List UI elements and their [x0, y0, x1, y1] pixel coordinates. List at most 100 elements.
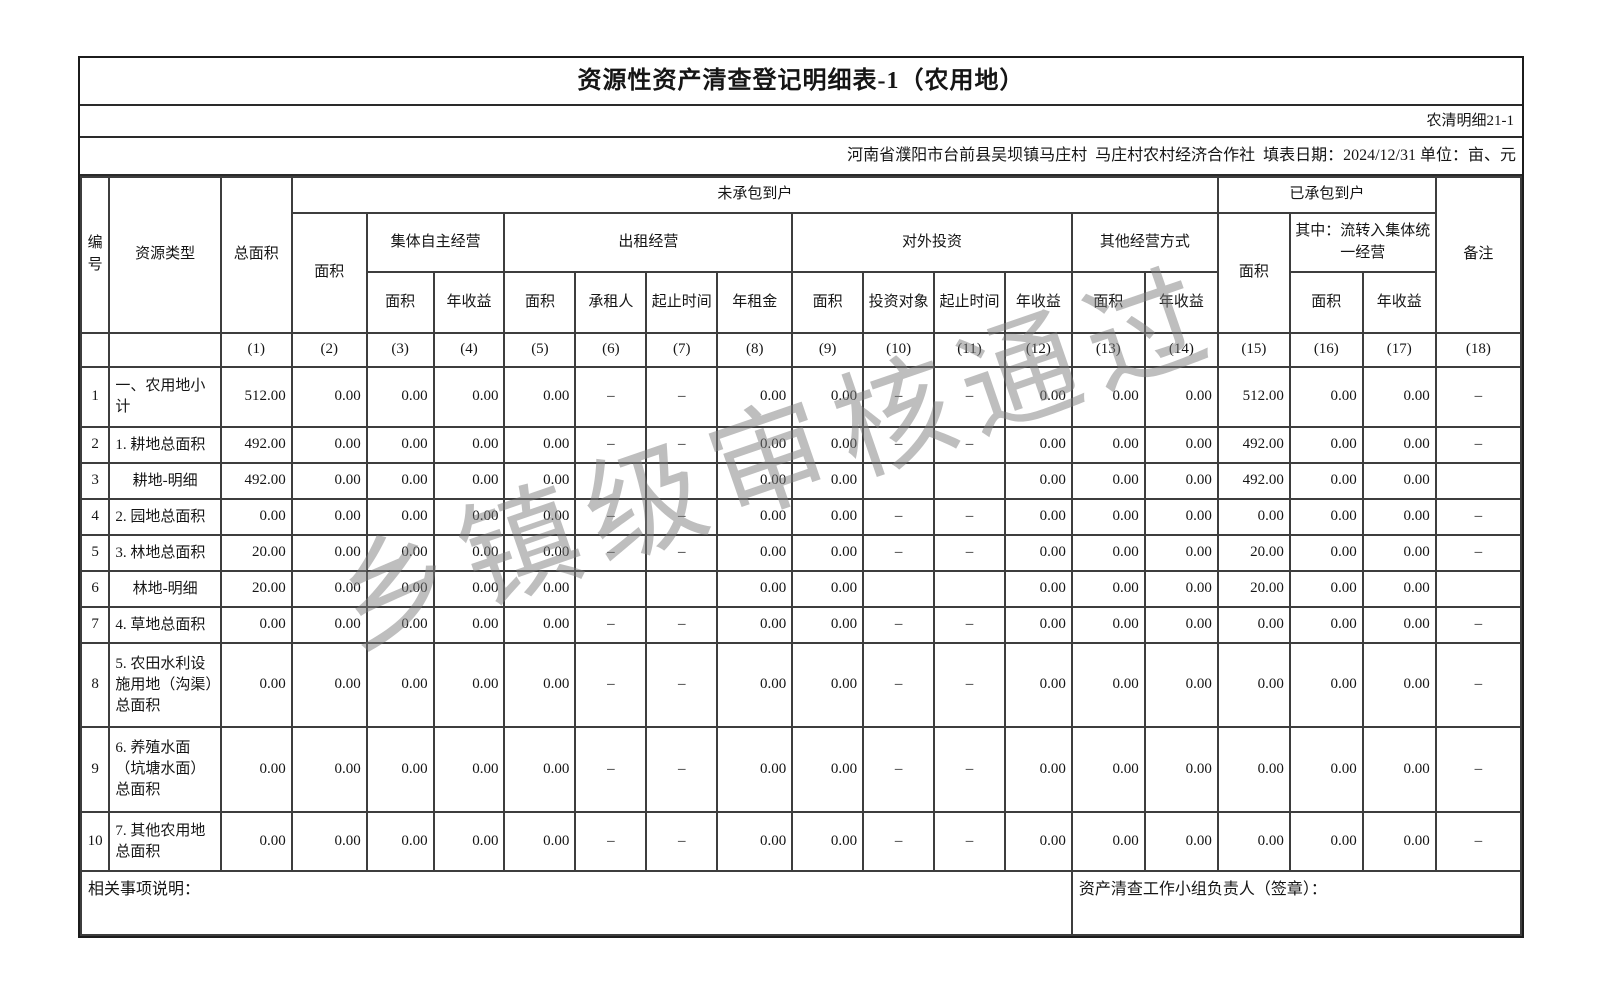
header-col-number: (18) — [1434, 332, 1523, 368]
value-cell: 0.00 — [1070, 498, 1146, 536]
header-col-number: (10) — [862, 332, 936, 368]
value-cell: – — [645, 534, 719, 572]
header-annual-income: 年收益 — [1361, 271, 1437, 334]
value-cell: 0.00 — [432, 498, 506, 536]
value-cell: – — [933, 366, 1006, 428]
value-cell: – — [574, 534, 648, 572]
value-cell: – — [862, 811, 936, 872]
value-cell: – — [862, 642, 936, 728]
value-cell: 0.00 — [1070, 606, 1146, 644]
value-cell: – — [1434, 366, 1523, 428]
value-cell: 0.00 — [1361, 811, 1437, 872]
form-title: 资源性资产清查登记明细表-1（农用地） — [80, 58, 1522, 106]
table-row: 1 一、农用地小计 512.00 0.00 0.00 0.00 0.00– –0.00 0.00… — [79, 366, 1523, 428]
value-cell — [574, 570, 648, 608]
header-col-number: (2) — [290, 332, 368, 368]
value-cell: 0.00 — [1003, 811, 1073, 872]
header-annual-income: 年收益 — [1003, 271, 1073, 334]
value-cell: 512.00 — [219, 366, 293, 428]
header-collective-self: 集体自主经营 — [365, 212, 506, 273]
header-period: 起止时间 — [645, 271, 719, 334]
value-cell: – — [933, 534, 1006, 572]
resource-type-cell: 2. 园地总面积 — [108, 498, 222, 536]
header-resource-type: 资源类型 — [108, 176, 222, 334]
value-cell: 0.00 — [1288, 642, 1364, 728]
value-cell: 0.00 — [290, 606, 368, 644]
value-cell — [645, 570, 719, 608]
value-cell: 0.00 — [432, 811, 506, 872]
value-cell: 0.00 — [1070, 811, 1146, 872]
value-cell: 0.00 — [1361, 462, 1437, 500]
value-cell: 20.00 — [219, 534, 293, 572]
value-cell: 0.00 — [791, 570, 865, 608]
value-cell: 0.00 — [791, 642, 865, 728]
value-cell: 0.00 — [1003, 426, 1073, 464]
value-cell: 0.00 — [716, 570, 794, 608]
value-cell: – — [933, 498, 1006, 536]
value-cell — [862, 462, 936, 500]
value-cell: – — [1434, 498, 1523, 536]
row-number: 8 — [79, 642, 111, 728]
table-body-rows: 1 一、农用地小计 512.00 0.00 0.00 0.00 0.00– –0.00 0.00… — [79, 366, 1523, 872]
value-cell: 0.00 — [1003, 534, 1073, 572]
value-cell: 20.00 — [1216, 534, 1291, 572]
value-cell: 0.00 — [1003, 462, 1073, 500]
resource-type-cell: 6. 养殖水面（坑塘水面）总面积 — [108, 726, 222, 813]
value-cell: 0.00 — [716, 811, 794, 872]
value-cell — [933, 462, 1006, 500]
value-cell: 0.00 — [1143, 366, 1219, 428]
header-invest-target: 投资对象 — [862, 271, 936, 334]
header-group-contracted: 已承包到户 — [1216, 176, 1437, 214]
value-cell: 0.00 — [1070, 726, 1146, 813]
row-number: 10 — [79, 811, 111, 872]
value-cell: – — [933, 726, 1006, 813]
header-col-number: (1) — [219, 332, 293, 368]
value-cell: 0.00 — [432, 606, 506, 644]
value-cell: 0.00 — [716, 462, 794, 500]
resource-type-cell: 5. 农田水利设施用地（沟渠）总面积 — [108, 642, 222, 728]
header-annual-rent: 年租金 — [716, 271, 794, 334]
header-col-number: (9) — [791, 332, 865, 368]
value-cell: 0.00 — [1288, 426, 1364, 464]
value-cell: – — [645, 642, 719, 728]
value-cell — [933, 570, 1006, 608]
value-cell: 0.00 — [1143, 811, 1219, 872]
value-cell: 0.00 — [503, 498, 577, 536]
value-cell: 0.00 — [1361, 726, 1437, 813]
value-cell: 0.00 — [1070, 570, 1146, 608]
value-cell: 0.00 — [365, 642, 435, 728]
value-cell: 20.00 — [219, 570, 293, 608]
value-cell: 0.00 — [503, 534, 577, 572]
value-cell: 0.00 — [791, 606, 865, 644]
row-number: 6 — [79, 570, 111, 608]
value-cell: 0.00 — [1216, 642, 1291, 728]
register-table: 编号 资源类型 总面积 未承包到户 已承包到户 备注 面积 集体自主经营 出租经… — [79, 176, 1523, 936]
footer-row: 相关事项说明： 资产清查工作小组负责人（签章）： — [80, 870, 1523, 936]
value-cell: – — [862, 606, 936, 644]
value-cell: 0.00 — [290, 570, 368, 608]
row-number: 2 — [79, 426, 111, 464]
header-col-number: (17) — [1361, 332, 1437, 368]
value-cell: 492.00 — [219, 426, 293, 464]
value-cell: 0.00 — [365, 606, 435, 644]
value-cell: – — [933, 606, 1006, 644]
value-cell: 0.00 — [219, 811, 293, 872]
value-cell: 492.00 — [1216, 462, 1291, 500]
value-cell: 0.00 — [1288, 498, 1364, 536]
value-cell: 0.00 — [1361, 426, 1437, 464]
value-cell: 492.00 — [219, 462, 293, 500]
header-row-numbers: (1) (2) (3) (4) (5) (6) (7) (8) (9) (10)… — [79, 332, 1523, 368]
value-cell: – — [645, 366, 719, 428]
table-row: 2 1. 耕地总面积 492.00 0.00 0.00 0.00 0.00– –0.00 0.0… — [79, 426, 1523, 464]
value-cell — [574, 462, 648, 500]
header-row-subgroups: 面积 集体自主经营 出租经营 对外投资 其他经营方式 面积 其中：流转入集体统一… — [81, 212, 1521, 334]
value-cell: 20.00 — [1216, 570, 1291, 608]
row-number: 1 — [79, 366, 111, 428]
value-cell: 0.00 — [290, 642, 368, 728]
resource-type-cell: 7. 其他农用地总面积 — [108, 811, 222, 872]
value-cell: – — [1434, 534, 1523, 572]
header-empty — [79, 332, 111, 368]
value-cell: 0.00 — [716, 726, 794, 813]
value-cell: 0.00 — [1216, 606, 1291, 644]
value-cell: – — [574, 811, 648, 872]
